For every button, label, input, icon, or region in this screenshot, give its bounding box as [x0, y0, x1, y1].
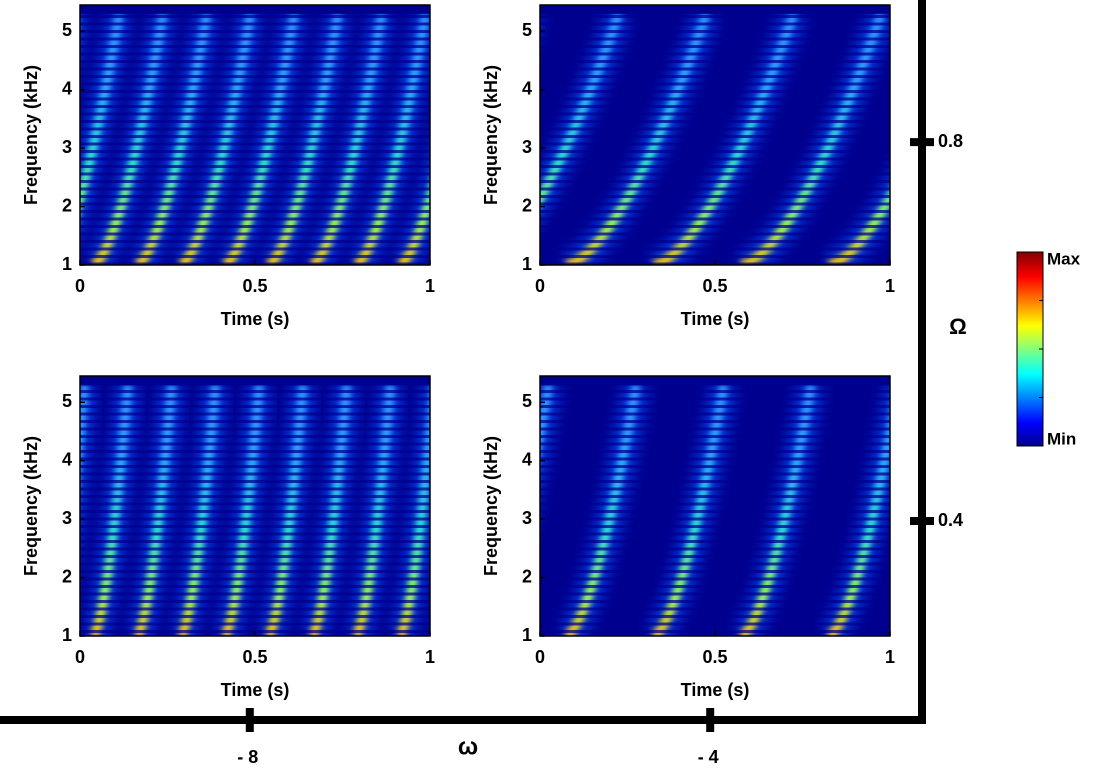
y-tick-label: 1 — [62, 254, 72, 274]
x-tick-label: 0.5 — [242, 276, 267, 296]
y-tick-label: 3 — [522, 137, 532, 157]
spectrogram-top — [540, 376, 890, 385]
x-axis-label: Time (s) — [221, 309, 290, 329]
harmonic-stripes — [80, 376, 430, 636]
x-tick-label: 1 — [425, 647, 435, 667]
spectrogram-halo — [443, 385, 478, 636]
y-tick-label: 2 — [62, 566, 72, 586]
x-tick-label: 1 — [885, 647, 895, 667]
y-tick-label: 4 — [62, 449, 72, 469]
capital-omega-label: Ω — [949, 314, 967, 339]
spectrogram-panel: 1 2 3 4 5 0 0.5 1 Time (s) Frequency (kHz) — [21, 4, 513, 329]
y-tick-label: 5 — [62, 20, 72, 40]
omega-label: ω — [458, 733, 478, 760]
y-tick-label: 3 — [62, 137, 72, 157]
y-tick-label: 4 — [522, 78, 532, 98]
spectrogram-band — [443, 14, 513, 265]
y-axis-label: Frequency (kHz) — [21, 65, 41, 205]
x-axis-label: Time (s) — [681, 309, 750, 329]
y-tick-label: 5 — [522, 391, 532, 411]
x-tick-label: 0.5 — [242, 647, 267, 667]
harmonic-stripes — [80, 5, 430, 265]
omega-tick-label: - 8 — [237, 747, 258, 767]
y-tick-label: 4 — [62, 78, 72, 98]
x-tick-label: 1 — [425, 276, 435, 296]
y-tick-label: 3 — [62, 508, 72, 528]
y-tick-label: 2 — [522, 195, 532, 215]
spectrogram-top — [540, 5, 890, 14]
spectrogram-panel: 1 2 3 4 5 0 0.5 1 Time (s) Frequency (kHz) — [481, 4, 895, 329]
capital-omega-tick-label: 0.4 — [938, 510, 963, 530]
y-tick-label: 4 — [522, 449, 532, 469]
harmonic-stripes — [540, 5, 890, 265]
x-tick-label: 0.5 — [702, 276, 727, 296]
spectrogram-image — [80, 376, 478, 636]
spectrogram-panel: 1 2 3 4 5 0 0.5 1 Time (s) Frequency (kHz) — [21, 375, 478, 700]
y-axis-label: Frequency (kHz) — [481, 436, 501, 576]
harmonic-stripes — [540, 376, 890, 636]
x-tick-label: 0 — [75, 276, 85, 296]
colorbar-min-label: Min — [1047, 429, 1076, 448]
omega-tick-label: - 4 — [698, 747, 719, 767]
x-tick-label: 0 — [75, 647, 85, 667]
colorbar-max-label: Max — [1047, 249, 1081, 268]
spectrogram-band — [443, 385, 478, 636]
spectrogram-halo — [443, 14, 513, 265]
x-tick-label: 1 — [885, 276, 895, 296]
x-tick-label: 0.5 — [702, 647, 727, 667]
y-tick-label: 1 — [522, 625, 532, 645]
capital-omega-tick-label: 0.8 — [938, 131, 963, 151]
spectrogram-image — [540, 376, 890, 636]
x-tick-label: 0 — [535, 647, 545, 667]
spectrogram-panel: 1 2 3 4 5 0 0.5 1 Time (s) Frequency (kHz) — [481, 375, 895, 700]
spectrogram-image — [80, 5, 513, 265]
y-tick-label: 2 — [522, 566, 532, 586]
x-tick-label: 0 — [535, 276, 545, 296]
spectrogram-top — [80, 5, 430, 14]
colorbar — [1016, 251, 1044, 447]
y-tick-label: 5 — [62, 391, 72, 411]
y-tick-label: 5 — [522, 20, 532, 40]
y-axis-label: Frequency (kHz) — [481, 65, 501, 205]
y-tick-label: 3 — [522, 508, 532, 528]
y-tick-label: 2 — [62, 195, 72, 215]
x-axis-label: Time (s) — [681, 680, 750, 700]
spectrogram-top — [80, 376, 430, 385]
y-tick-label: 1 — [522, 254, 532, 274]
y-axis-label: Frequency (kHz) — [21, 436, 41, 576]
spectrogram-image — [540, 5, 890, 265]
x-axis-label: Time (s) — [221, 680, 290, 700]
y-tick-label: 1 — [62, 625, 72, 645]
